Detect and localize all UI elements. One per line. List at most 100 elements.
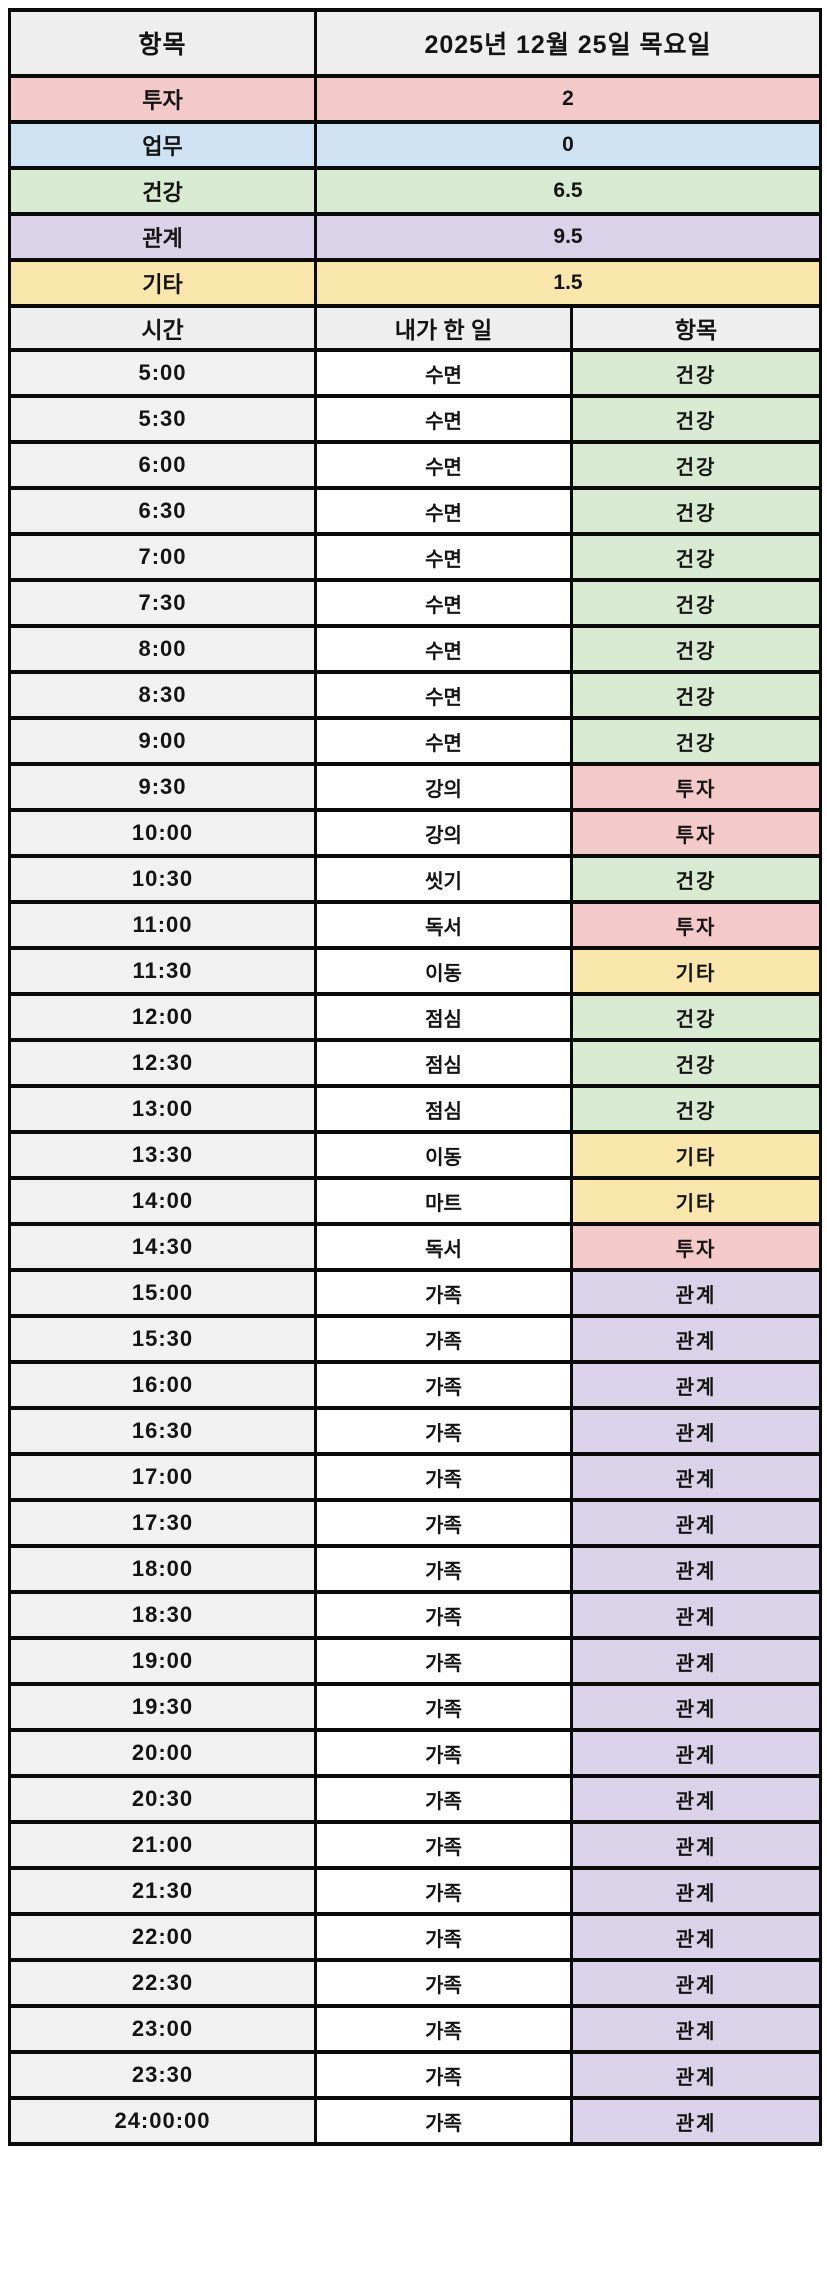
activity-cell: 가족 xyxy=(314,1820,573,1870)
activity-cell: 독서 xyxy=(314,900,573,950)
activity-cell: 수면 xyxy=(314,670,573,720)
table-row: 8:30 수면 건강 xyxy=(8,670,823,720)
table-row: 19:30 가족 관계 xyxy=(8,1682,823,1732)
activity-cell: 가족 xyxy=(314,1958,573,2008)
time-cell: 21:00 xyxy=(8,1820,317,1870)
category-cell: 관계 xyxy=(569,2004,823,2054)
category-cell: 관계 xyxy=(569,1728,823,1778)
category-cell: 관계 xyxy=(569,1268,823,1318)
time-cell: 14:30 xyxy=(8,1222,317,1272)
activity-cell: 가족 xyxy=(314,1314,573,1364)
table-row: 12:30 점심 건강 xyxy=(8,1038,823,1088)
category-cell: 관계 xyxy=(569,1590,823,1640)
table-row: 14:30 독서 투자 xyxy=(8,1222,823,1272)
category-cell: 관계 xyxy=(569,1406,823,1456)
category-cell: 기타 xyxy=(569,946,823,996)
activity-cell: 수면 xyxy=(314,440,573,490)
table-row: 16:30 가족 관계 xyxy=(8,1406,823,1456)
table-row: 7:30 수면 건강 xyxy=(8,578,823,628)
time-cell: 17:30 xyxy=(8,1498,317,1548)
table-row: 11:00 독서 투자 xyxy=(8,900,823,950)
activity-cell: 이동 xyxy=(314,1130,573,1180)
time-cell: 7:00 xyxy=(8,532,317,582)
table-row: 22:00 가족 관계 xyxy=(8,1912,823,1962)
table-row: 24:00:00 가족 관계 xyxy=(8,2096,823,2146)
summary-header-row: 항목 2025년 12월 25일 목요일 xyxy=(8,8,823,78)
summary-hours-cell: 0 xyxy=(313,120,823,170)
category-cell: 건강 xyxy=(569,532,823,582)
time-cell: 18:30 xyxy=(8,1590,317,1640)
time-cell: 8:30 xyxy=(8,670,317,720)
time-log-table: 항목 2025년 12월 25일 목요일 투자 2 업무 0 건강 6.5 관계 9.5 기타 1.5… xyxy=(8,8,823,2146)
activity-cell: 가족 xyxy=(314,1636,573,1686)
activity-cell: 가족 xyxy=(314,1682,573,1732)
time-cell: 24:00:00 xyxy=(8,2096,317,2146)
activity-cell: 가족 xyxy=(314,1728,573,1778)
summary-category-cell: 업무 xyxy=(8,120,317,170)
category-cell: 관계 xyxy=(569,1912,823,1962)
table-row: 23:00 가족 관계 xyxy=(8,2004,823,2054)
table-row: 18:00 가족 관계 xyxy=(8,1544,823,1594)
corner-label-cell: 항목 xyxy=(8,8,317,78)
category-cell: 건강 xyxy=(569,992,823,1042)
category-cell: 관계 xyxy=(569,1682,823,1732)
activity-cell: 가족 xyxy=(314,1774,573,1824)
summary-hours-cell: 1.5 xyxy=(313,258,823,308)
category-cell: 관계 xyxy=(569,1544,823,1594)
summary-hours-cell: 6.5 xyxy=(313,166,823,216)
activity-cell: 가족 xyxy=(314,2004,573,2054)
table-row: 5:30 수면 건강 xyxy=(8,394,823,444)
activity-cell: 수면 xyxy=(314,486,573,536)
category-cell: 건강 xyxy=(569,440,823,490)
activity-cell: 가족 xyxy=(314,1498,573,1548)
table-row: 11:30 이동 기타 xyxy=(8,946,823,996)
time-cell: 15:00 xyxy=(8,1268,317,1318)
summary-row: 투자 2 xyxy=(8,74,823,124)
time-cell: 10:00 xyxy=(8,808,317,858)
table-row: 21:30 가족 관계 xyxy=(8,1866,823,1916)
activity-cell: 독서 xyxy=(314,1222,573,1272)
summary-row: 건강 6.5 xyxy=(8,166,823,216)
summary-hours-cell: 2 xyxy=(313,74,823,124)
activity-cell: 수면 xyxy=(314,348,573,398)
summary-category-cell: 관계 xyxy=(8,212,317,262)
activity-cell: 점심 xyxy=(314,992,573,1042)
category-cell: 기타 xyxy=(569,1176,823,1226)
summary-row: 업무 0 xyxy=(8,120,823,170)
category-cell: 건강 xyxy=(569,486,823,536)
activity-cell: 강의 xyxy=(314,808,573,858)
time-cell: 6:00 xyxy=(8,440,317,490)
category-cell: 건강 xyxy=(569,716,823,766)
page: 항목 2025년 12월 25일 목요일 투자 2 업무 0 건강 6.5 관계 9.5 기타 1.5… xyxy=(8,8,823,2146)
activity-cell: 가족 xyxy=(314,2096,573,2146)
activity-cell: 수면 xyxy=(314,394,573,444)
activity-cell: 수면 xyxy=(314,578,573,628)
table-row: 22:30 가족 관계 xyxy=(8,1958,823,2008)
time-cell: 15:30 xyxy=(8,1314,317,1364)
table-row: 13:30 이동 기타 xyxy=(8,1130,823,1180)
activity-cell: 가족 xyxy=(314,2050,573,2100)
schedule-header-row: 시간 내가 한 일 항목 xyxy=(8,304,823,352)
activity-cell: 점심 xyxy=(314,1038,573,1088)
category-cell: 관계 xyxy=(569,1452,823,1502)
table-row: 12:00 점심 건강 xyxy=(8,992,823,1042)
category-cell: 관계 xyxy=(569,1866,823,1916)
table-row: 19:00 가족 관계 xyxy=(8,1636,823,1686)
category-cell: 관계 xyxy=(569,2050,823,2100)
table-row: 5:00 수면 건강 xyxy=(8,348,823,398)
table-row: 21:00 가족 관계 xyxy=(8,1820,823,1870)
time-cell: 21:30 xyxy=(8,1866,317,1916)
table-row: 10:00 강의 투자 xyxy=(8,808,823,858)
summary-category-cell: 투자 xyxy=(8,74,317,124)
time-cell: 9:30 xyxy=(8,762,317,812)
table-row: 9:00 수면 건강 xyxy=(8,716,823,766)
time-cell: 13:00 xyxy=(8,1084,317,1134)
category-cell: 관계 xyxy=(569,1636,823,1686)
activity-cell: 수면 xyxy=(314,716,573,766)
time-header-cell: 시간 xyxy=(8,304,317,352)
table-row: 15:30 가족 관계 xyxy=(8,1314,823,1364)
table-row: 20:00 가족 관계 xyxy=(8,1728,823,1778)
activity-cell: 가족 xyxy=(314,1544,573,1594)
summary-category-cell: 기타 xyxy=(8,258,317,308)
time-cell: 23:00 xyxy=(8,2004,317,2054)
